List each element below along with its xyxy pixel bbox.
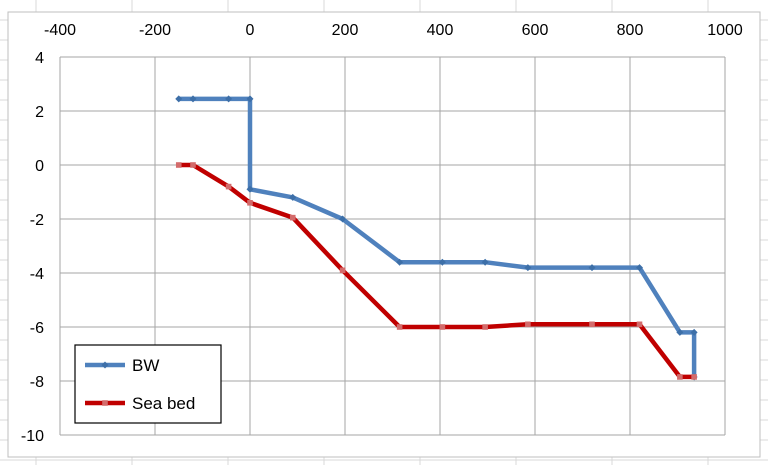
data-point-bw (524, 264, 532, 272)
data-point-sea-bed (482, 324, 488, 330)
y-tick-label: 4 (35, 50, 44, 67)
y-tick-label: -6 (30, 320, 44, 337)
data-point-sea-bed (439, 324, 446, 330)
data-point-bw (339, 215, 347, 223)
data-point-sea-bed (691, 374, 697, 380)
data-point-bw (438, 258, 446, 266)
data-point-bw (690, 328, 698, 336)
series-line-bw (176, 96, 697, 380)
y-tick-label: 0 (35, 158, 44, 175)
data-point-sea-bed (396, 324, 403, 330)
legend-items: BW Sea bed (85, 356, 195, 413)
legend-item-bw: BW (85, 356, 159, 375)
x-axis-tick-labels: -400 -200 0 200 400 600 800 1000 (44, 22, 743, 39)
x-tick-label: -200 (139, 22, 171, 39)
legend-box (74, 344, 222, 424)
x-tick-label: 600 (522, 22, 549, 39)
series-bw (175, 95, 698, 381)
legend-item-sea-bed: Sea bed (85, 394, 195, 413)
y-tick-label: -2 (30, 212, 44, 229)
data-point-sea-bed (289, 214, 296, 221)
legend-label-sea-bed: Sea bed (132, 394, 195, 413)
y-tick-label: -10 (21, 428, 44, 445)
data-point-bw (636, 264, 643, 272)
legend-label-bw: BW (132, 356, 159, 375)
data-point-sea-bed (175, 162, 182, 168)
series-line-sea-bed (176, 162, 697, 380)
data-point-sea-bed (525, 321, 531, 328)
x-tick-label: 0 (246, 22, 255, 39)
data-point-sea-bed (677, 374, 683, 380)
x-tick-label: 400 (427, 22, 454, 39)
y-tick-label: 2 (35, 104, 44, 121)
data-point-sea-bed (190, 162, 196, 168)
data-point-bw (246, 185, 254, 193)
data-point-bw (189, 95, 197, 103)
legend-marker-sea-bed (102, 400, 108, 406)
data-point-bw (481, 258, 489, 266)
data-point-bw (289, 193, 297, 201)
data-point-bw (246, 95, 254, 103)
y-axis-tick-labels: 4 2 0 -2 -4 -6 -8 -10 (21, 50, 44, 445)
data-point-bw (676, 328, 684, 336)
y-tick-label: -8 (30, 374, 44, 391)
x-tick-label: 1000 (707, 22, 743, 39)
legend: BW Sea bed (74, 344, 222, 424)
x-tick-label: 800 (617, 22, 644, 39)
data-point-sea-bed (589, 321, 595, 328)
x-tick-label: 200 (332, 22, 359, 39)
data-point-sea-bed (339, 267, 346, 274)
legend-marker-bw (101, 361, 109, 369)
data-point-sea-bed (225, 183, 232, 190)
data-point-bw (175, 95, 183, 103)
series-sea-bed (175, 162, 697, 380)
data-point-sea-bed (247, 200, 253, 206)
series-layer (175, 95, 698, 381)
data-point-bw (396, 258, 404, 266)
data-point-bw (588, 264, 596, 272)
data-point-bw (225, 95, 233, 103)
x-tick-label: -400 (44, 22, 76, 39)
y-tick-label: -4 (30, 266, 44, 283)
data-point-sea-bed (636, 321, 643, 328)
